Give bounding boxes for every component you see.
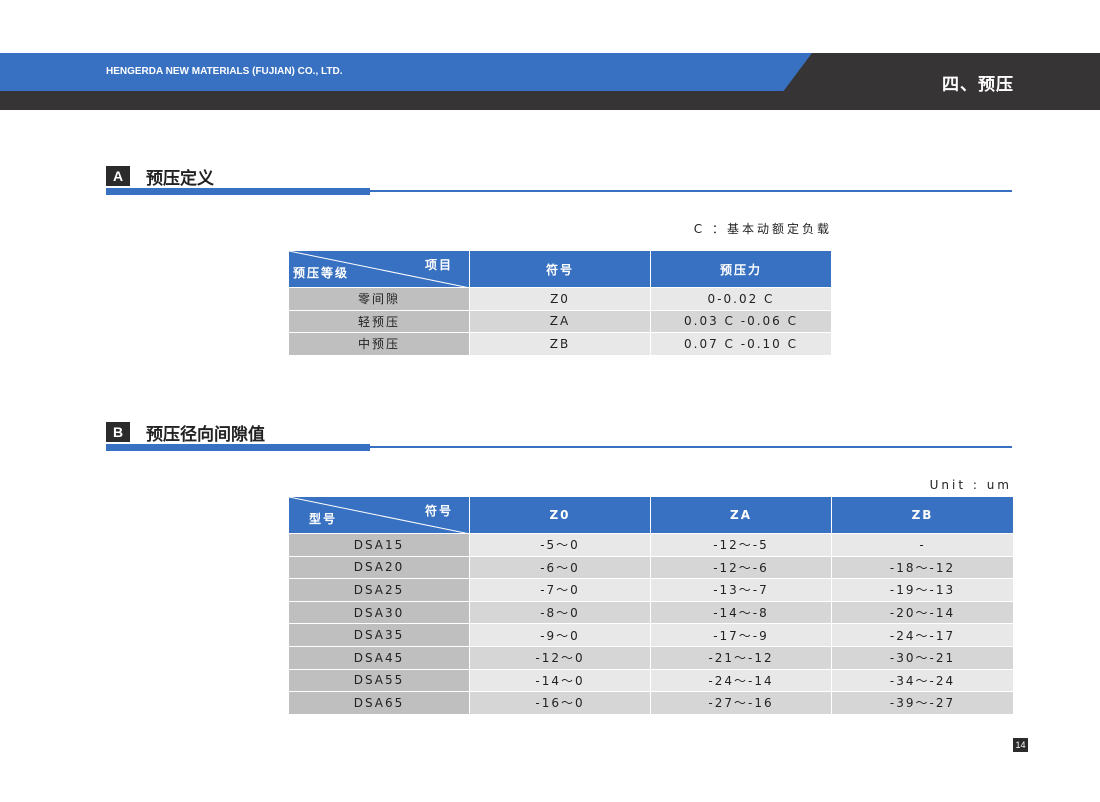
section-a-line	[370, 190, 1012, 192]
table-cell: -30～-21	[831, 645, 1014, 670]
table-cell: -24～-17	[831, 623, 1014, 647]
corner-header: 符号型号	[288, 496, 470, 534]
page-number: 14	[1013, 738, 1028, 752]
section-a-badge: A	[106, 166, 130, 186]
section-b-badge: B	[106, 422, 130, 442]
table-cell: 0.03 C -0.06 C	[650, 309, 832, 334]
table-cell: -39～-27	[831, 691, 1014, 715]
row-label-cell: DSA15	[288, 533, 470, 557]
table-cell: -27～-16	[650, 691, 832, 715]
section-a-bar	[106, 188, 370, 195]
table-cell: -21～-12	[650, 645, 832, 670]
table-row: DSA45 -12～0 -21～-12 -30～-21	[288, 645, 1014, 670]
table-cell: -12～-6	[650, 555, 832, 580]
row-label-cell: DSA20	[288, 555, 470, 580]
header-zb: ZB	[831, 496, 1014, 534]
table-cell: -18～-12	[831, 555, 1014, 580]
table-row: 零间隙 Z0 0-0.02 C	[288, 287, 832, 311]
table-cell: -24～-14	[650, 668, 832, 693]
table-row: DSA65 -16～0 -27～-16 -39～-27	[288, 691, 1014, 715]
corner-top-label: 项目	[424, 258, 453, 272]
table-cell: -7～0	[469, 578, 651, 602]
table-cell: -12～-5	[650, 533, 832, 557]
table-cell: -19～-13	[831, 578, 1014, 602]
table-cell: -14～-8	[650, 600, 832, 625]
table-row: 轻预压 ZA 0.03 C -0.06 C	[288, 309, 832, 334]
row-label-cell: 零间隙	[288, 287, 470, 311]
row-label-cell: 中预压	[288, 332, 470, 356]
table-row: DSA15 -5～0 -12～-5-	[288, 533, 1014, 557]
section-a-note: C ：基本动额定负载	[693, 222, 832, 236]
table-cell: Z0	[469, 287, 651, 311]
corner-top-label: 符号	[424, 504, 453, 518]
table-row: DSA35 -9～0 -17～-9 -24～-17	[288, 623, 1014, 647]
table-cell: ZB	[469, 332, 651, 356]
row-label-cell: DSA25	[288, 578, 470, 602]
table-cell: -8～0	[469, 600, 651, 625]
header-za: ZA	[650, 496, 832, 534]
radial-clearance-table: 符号 型号 Z0 ZA ZB DSA15 -5～0 -12～-5- DSA20 -6～0-…	[288, 496, 1014, 715]
table-cell: -17～-9	[650, 623, 832, 647]
table-cell: -	[831, 533, 1014, 557]
header-preload: 预压力	[650, 250, 832, 288]
company-name: HENGERDA NEW MATERIALS (FUJIAN) CO., LTD…	[106, 66, 343, 77]
table-cell: ZA	[469, 309, 651, 334]
section-b-note: Unit : um	[929, 478, 1012, 492]
table-row: DSA20 -6～0 -12～-6 -18～-12	[288, 555, 1014, 580]
section-b-line	[370, 446, 1012, 448]
header-symbol: 符号	[469, 250, 651, 288]
row-label-cell: 轻预压	[288, 309, 470, 334]
preload-definition-table: 项目 预压等级 符号 预压力 零间隙 Z0 0-0.02 C 轻预压 ZA 0.03 C -…	[288, 250, 832, 356]
row-label-cell: DSA65	[288, 691, 470, 715]
table-cell: -34～-24	[831, 668, 1014, 693]
section-a-title: 预压定义	[146, 169, 214, 189]
header-z0: Z0	[469, 496, 651, 534]
chapter-title: 四、预压	[942, 75, 1014, 95]
table-cell: -20～-14	[831, 600, 1014, 625]
corner-header: 项目预压等级	[288, 250, 470, 288]
row-label-cell: DSA45	[288, 645, 470, 670]
header-blue-band	[0, 53, 812, 91]
row-label-cell: DSA55	[288, 668, 470, 693]
table-row: DSA30 -8～0 -14～-8 -20～-14	[288, 600, 1014, 625]
table-cell: -12～0	[469, 645, 651, 670]
table-cell: -9～0	[469, 623, 651, 647]
table-cell: 0.07 C -0.10 C	[650, 332, 832, 356]
table-cell: -5～0	[469, 533, 651, 557]
table-row: 中预压 ZB 0.07 C -0.10 C	[288, 332, 832, 356]
section-b-title: 预压径向间隙值	[146, 425, 265, 445]
corner-bottom-label: 预压等级	[293, 266, 350, 280]
table-cell: -16～0	[469, 691, 651, 715]
table-row: DSA55 -14～0 -24～-14 -34～-24	[288, 668, 1014, 693]
table-cell: -13～-7	[650, 578, 832, 602]
table-cell: 0-0.02 C	[650, 287, 832, 311]
corner-bottom-label: 型号	[309, 512, 338, 526]
table-cell: -14～0	[469, 668, 651, 693]
row-label-cell: DSA35	[288, 623, 470, 647]
section-b-bar	[106, 444, 370, 451]
table-cell: -6～0	[469, 555, 651, 580]
table-row: DSA25 -7～0 -13～-7 -19～-13	[288, 578, 1014, 602]
row-label-cell: DSA30	[288, 600, 470, 625]
